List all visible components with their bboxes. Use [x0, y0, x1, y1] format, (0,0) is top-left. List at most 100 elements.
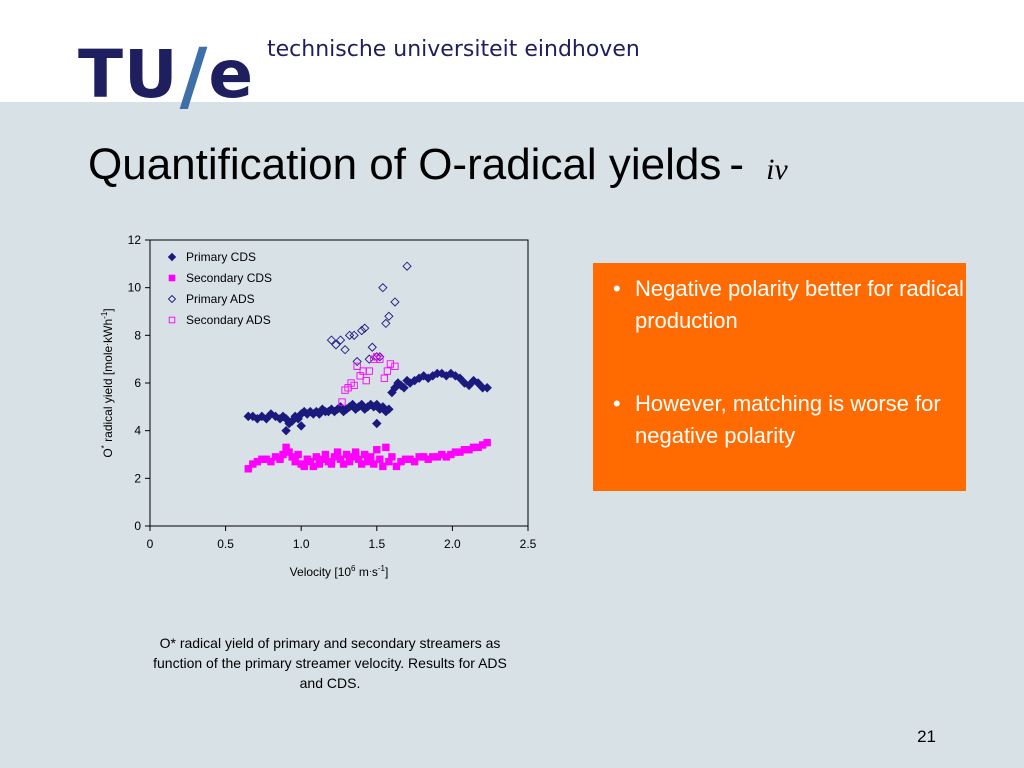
tue-logo: TU / e: [78, 30, 253, 114]
data-point: [473, 378, 483, 388]
x-tick-label: 1.0: [293, 537, 310, 551]
data-point: [376, 455, 384, 463]
university-name: technische universiteit eindhoven: [267, 37, 640, 62]
y-label-mid: radical yield [mole: [101, 345, 115, 445]
bullet-text: However, matching is worse for negative …: [635, 391, 941, 448]
legend-label: Secondary CDS: [186, 271, 272, 285]
y-label-dot: ·: [102, 343, 112, 346]
x-label-sup1: 6: [351, 564, 356, 573]
data-point: [333, 448, 342, 456]
data-point: [338, 398, 346, 406]
x-label-pre: Velocity [10: [290, 565, 352, 579]
data-point: [383, 367, 392, 375]
data-point: [339, 460, 348, 468]
data-point: [279, 450, 287, 459]
x-tick-label: 1.5: [368, 537, 385, 551]
data-point: [402, 261, 412, 271]
data-point: [321, 450, 330, 459]
data-point: [464, 380, 474, 391]
data-point: [357, 325, 367, 336]
y-label-post: ]: [101, 308, 115, 311]
x-tick-label: 2.0: [444, 537, 461, 551]
data-point: [300, 462, 308, 471]
x-tick-label: 0.5: [217, 537, 234, 551]
figure-caption: O* radical yield of primary and secondar…: [153, 635, 507, 691]
data-point: [267, 457, 275, 466]
y-label-sup0: *: [100, 445, 109, 448]
legend-marker: [168, 316, 176, 324]
y-label-pre: O: [101, 448, 115, 457]
data-point: [281, 425, 291, 436]
data-point: [353, 362, 361, 370]
y-tick-label: 8: [134, 328, 141, 342]
axis-ticks: [145, 239, 529, 531]
data-point: [294, 450, 302, 459]
data-point: [340, 344, 350, 355]
data-point: [386, 360, 395, 368]
y-tick-label: 4: [134, 424, 141, 438]
y-tick-label: 10: [128, 281, 142, 295]
tick-labels: 0 0.5 1.0 1.5 2.0 2.5 0 2 4 6 8 10 12: [128, 233, 537, 551]
data-point: [335, 335, 346, 345]
data-point: [388, 453, 396, 461]
data-point: [384, 404, 394, 414]
data-point: [382, 443, 390, 452]
data-point: [373, 446, 381, 454]
data-point: [291, 457, 299, 466]
x-axis-label: Velocity [106 m·s-1]: [290, 564, 389, 579]
x-tick-label: 0: [147, 537, 154, 551]
data-point: [361, 450, 369, 459]
data-point: [372, 418, 382, 429]
data-point: [482, 383, 492, 393]
data-point: [375, 352, 385, 362]
data-point: [399, 383, 409, 393]
data-point: [349, 330, 359, 340]
y-tick-label: 12: [128, 233, 142, 247]
x-label-sup2: -1: [378, 564, 386, 573]
data-point: [392, 462, 401, 471]
chart-legend: Primary CDS Secondary CDS Primary ADS Secon…: [167, 250, 272, 327]
data-point: [357, 460, 366, 468]
x-label-post: ]: [385, 565, 388, 579]
data-point: [364, 354, 374, 364]
data-point: [244, 465, 252, 473]
data-point: [380, 374, 389, 382]
yield-chart: 0 0.5 1.0 1.5 2.0 2.5 0 2 4 6 8 10 12 Primary CDS Sec…: [100, 233, 537, 579]
legend-label: Primary CDS: [186, 250, 256, 264]
data-point: [350, 381, 358, 390]
data-point: [312, 453, 321, 461]
data-point: [342, 450, 351, 459]
legend-label: Primary ADS: [186, 292, 255, 306]
data-point: [365, 367, 373, 375]
title-text: Quantification of O-radical yields: [88, 140, 722, 189]
data-point: [384, 311, 394, 321]
data-point: [381, 318, 391, 329]
y-tick-label: 2: [134, 471, 141, 485]
series-secondary-ads: [338, 353, 399, 406]
x-label-dot: ·: [369, 566, 372, 576]
series-primary-cds: [243, 368, 492, 436]
x-tick-label: 2.5: [520, 537, 537, 551]
x-label-mid: m: [356, 565, 369, 579]
bullet-text: Negative polarity better for radical pro…: [635, 276, 964, 333]
y-axis-label: O* radical yield [mole·kWh-1]: [100, 308, 115, 457]
y-label-k: kWh: [101, 319, 115, 343]
bullet-box: • Negative polarity better for radical p…: [593, 263, 966, 491]
data-point: [379, 462, 387, 471]
data-point: [352, 356, 362, 367]
series-secondary-cds: [244, 438, 491, 473]
x-label-s: s: [372, 565, 378, 579]
title-suffix: iv: [766, 153, 788, 186]
data-point: [367, 453, 375, 461]
bullet-dot-icon: •: [613, 391, 621, 416]
legend-marker: [167, 252, 177, 262]
slide-title: Quantification of O-radical yields - iv: [88, 140, 788, 190]
y-tick-label: 6: [134, 376, 141, 390]
data-point: [370, 460, 378, 468]
logo-slash: /: [179, 31, 208, 120]
data-point: [390, 297, 400, 307]
data-point: [391, 362, 399, 370]
data-point: [410, 457, 419, 466]
data-point: [367, 342, 377, 352]
data-point: [378, 283, 388, 293]
